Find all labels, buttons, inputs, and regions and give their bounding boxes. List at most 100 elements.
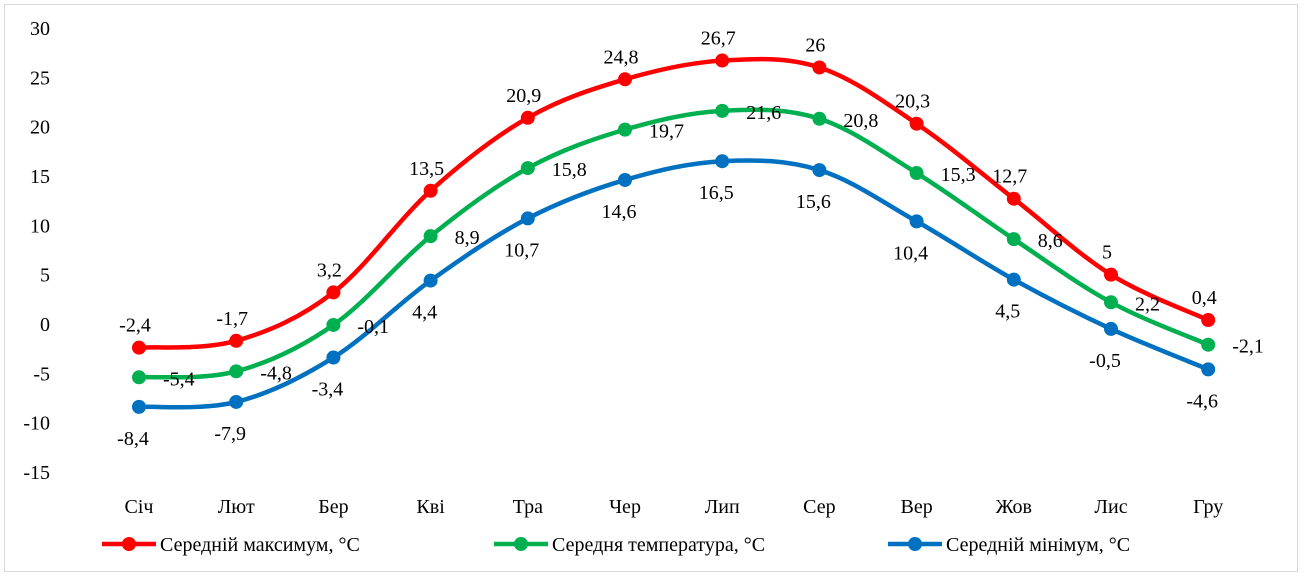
data-label: 13,5 xyxy=(409,158,444,180)
y-tick-label: 15 xyxy=(30,166,50,188)
data-point xyxy=(132,340,146,355)
data-point xyxy=(1006,272,1021,287)
data-label: -1,7 xyxy=(216,308,248,330)
data-label: -0,1 xyxy=(357,316,389,338)
data-label: 8,6 xyxy=(1038,230,1063,252)
x-tick-label: Січ xyxy=(125,496,154,518)
data-point xyxy=(812,111,827,126)
legend-swatch-marker xyxy=(122,537,136,551)
data-point xyxy=(1201,362,1216,377)
data-point xyxy=(229,394,244,409)
data-point xyxy=(1201,337,1216,352)
data-label: -0,5 xyxy=(1089,350,1121,372)
data-label: -5,4 xyxy=(163,368,195,390)
legend-label: Середня температура, °C xyxy=(552,534,765,556)
data-label: 24,8 xyxy=(604,46,639,68)
x-tick-label: Чер xyxy=(609,496,641,518)
data-label: 4,4 xyxy=(412,302,437,324)
data-point xyxy=(1104,295,1118,310)
data-label: 2,2 xyxy=(1135,293,1160,315)
x-tick-label: Лис xyxy=(1094,496,1127,518)
data-point xyxy=(132,370,146,385)
data-point xyxy=(715,154,730,169)
data-point xyxy=(812,60,827,75)
data-point xyxy=(909,116,924,131)
x-tick-label: Гру xyxy=(1193,496,1223,518)
legend-swatch-marker xyxy=(908,537,922,551)
data-label: -7,9 xyxy=(214,423,246,445)
data-label: 14,6 xyxy=(602,201,637,223)
series-line xyxy=(136,158,1211,410)
data-label: -4,6 xyxy=(1186,390,1218,412)
y-tick-label: 25 xyxy=(30,67,50,89)
data-point xyxy=(1104,321,1118,336)
data-point xyxy=(423,229,438,244)
data-label: 10,7 xyxy=(504,239,539,261)
data-point xyxy=(520,161,535,176)
data-label: 5 xyxy=(1102,242,1112,264)
data-point xyxy=(423,273,438,288)
data-label: 20,9 xyxy=(506,85,541,107)
data-point xyxy=(618,172,632,187)
data-point xyxy=(909,214,924,229)
data-label: 20,8 xyxy=(843,110,878,132)
data-label: -4,8 xyxy=(260,362,292,384)
x-axis: Січ Лют Бер Кві Тра Чер Лип Сер Вер Жов Лис Гру xyxy=(125,496,1224,518)
data-label: 26,7 xyxy=(701,28,736,50)
x-tick-label: Лип xyxy=(705,496,740,518)
legend-label: Середній максимум, °C xyxy=(160,534,360,556)
data-point xyxy=(423,183,438,198)
x-tick-label: Бер xyxy=(318,496,348,518)
data-point xyxy=(909,166,924,181)
data-point xyxy=(715,53,730,68)
y-tick-label: 30 xyxy=(30,18,50,40)
legend-label: Середній мінімум, °C xyxy=(946,534,1130,556)
data-point xyxy=(520,110,535,125)
y-axis: 30 25 20 15 10 5 0 -5 -10 -15 xyxy=(23,18,50,484)
x-tick-label: Сер xyxy=(803,496,835,518)
data-label: -8,4 xyxy=(117,428,149,450)
data-label: 21,6 xyxy=(746,102,781,124)
y-tick-label: -15 xyxy=(23,462,50,484)
data-label: 20,3 xyxy=(895,91,930,113)
data-point xyxy=(618,72,632,87)
data-labels: -2,4 -1,7 3,2 13,5 20,9 24,8 26,7 26 20,3 12,7 5 0,… xyxy=(117,28,1264,450)
series-markers xyxy=(132,53,1216,414)
data-label: 19,7 xyxy=(649,121,684,143)
data-point xyxy=(1104,267,1118,282)
data-point xyxy=(326,350,341,365)
data-label: 0,4 xyxy=(1192,287,1217,309)
y-tick-label: -10 xyxy=(23,413,50,435)
data-label: 15,3 xyxy=(941,164,976,186)
data-label: 15,6 xyxy=(796,191,831,213)
data-label: -2,1 xyxy=(1232,336,1264,358)
data-point xyxy=(618,122,632,137)
data-point xyxy=(132,399,146,414)
legend: Середній максимум, °C Середня температура… xyxy=(102,534,1130,556)
data-point xyxy=(229,333,244,348)
data-label: 16,5 xyxy=(699,182,734,204)
y-tick-label: -5 xyxy=(33,363,50,385)
data-point xyxy=(326,285,341,300)
data-point xyxy=(812,163,827,178)
data-point xyxy=(715,103,730,118)
x-tick-label: Лют xyxy=(218,496,255,518)
y-tick-label: 10 xyxy=(30,215,50,237)
data-label: -3,4 xyxy=(312,379,344,401)
data-point xyxy=(1201,313,1216,328)
data-label: -2,4 xyxy=(119,315,151,337)
data-point xyxy=(1006,191,1021,206)
x-tick-label: Тра xyxy=(513,496,543,518)
data-label: 3,2 xyxy=(317,259,342,281)
data-label: 26 xyxy=(805,34,825,56)
data-point xyxy=(326,317,341,332)
x-tick-label: Вер xyxy=(900,496,932,518)
x-tick-label: Жов xyxy=(996,496,1032,518)
y-tick-label: 20 xyxy=(30,117,50,139)
series-line xyxy=(136,56,1211,350)
data-label: 15,8 xyxy=(552,159,587,181)
data-point xyxy=(229,364,244,379)
x-tick-label: Кві xyxy=(416,496,445,518)
data-label: 10,4 xyxy=(893,242,928,264)
